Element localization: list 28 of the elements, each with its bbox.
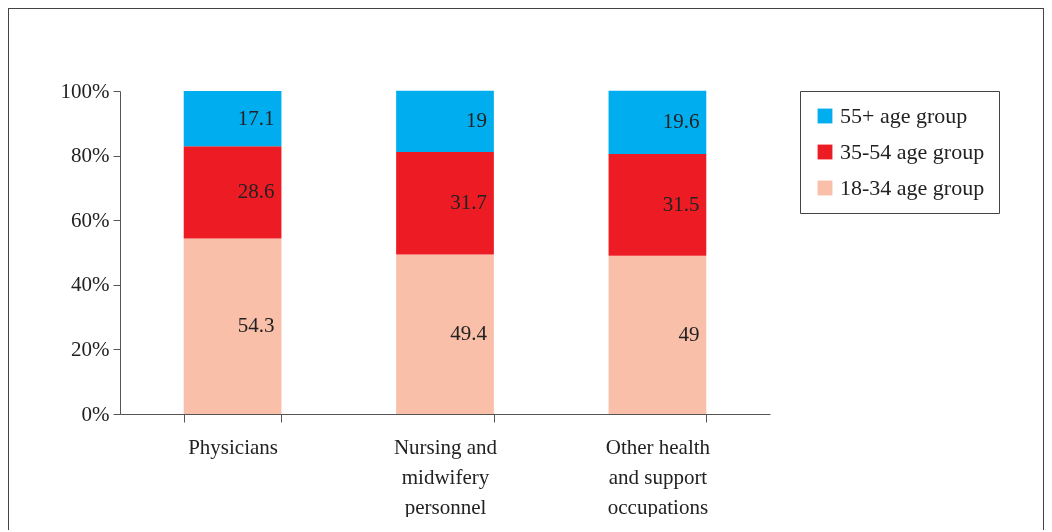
x-tick-label: Physicians (188, 434, 278, 459)
data-label: 49 (678, 321, 700, 346)
legend-label: 18-34 age group (840, 175, 985, 200)
data-label: 49.4 (450, 321, 488, 346)
data-label: 31.5 (662, 191, 700, 216)
y-tick-label: 100% (60, 78, 110, 103)
bar (608, 153, 707, 256)
y-tick-label: 20% (71, 336, 110, 361)
data-label: 31.7 (450, 190, 487, 215)
bar (183, 91, 282, 147)
bar (396, 90, 494, 153)
data-label: 54.3 (237, 313, 275, 338)
data-label: 19.6 (662, 109, 700, 134)
y-tick-label: 40% (71, 272, 110, 297)
bar (183, 238, 282, 414)
bar (608, 90, 707, 154)
bar (183, 146, 282, 239)
data-label: 19 (466, 108, 487, 133)
legend-label: 35-54 age group (840, 139, 985, 164)
bar (608, 255, 707, 414)
data-label: 28.6 (237, 179, 275, 204)
y-tick-label: 80% (71, 143, 110, 168)
y-tick-label: 0% (81, 401, 110, 426)
y-tick-label: 60% (71, 207, 110, 232)
bar (396, 152, 494, 255)
data-label: 17.1 (237, 105, 275, 130)
legend-label: 55+ age group (840, 103, 968, 128)
bar (396, 254, 494, 414)
